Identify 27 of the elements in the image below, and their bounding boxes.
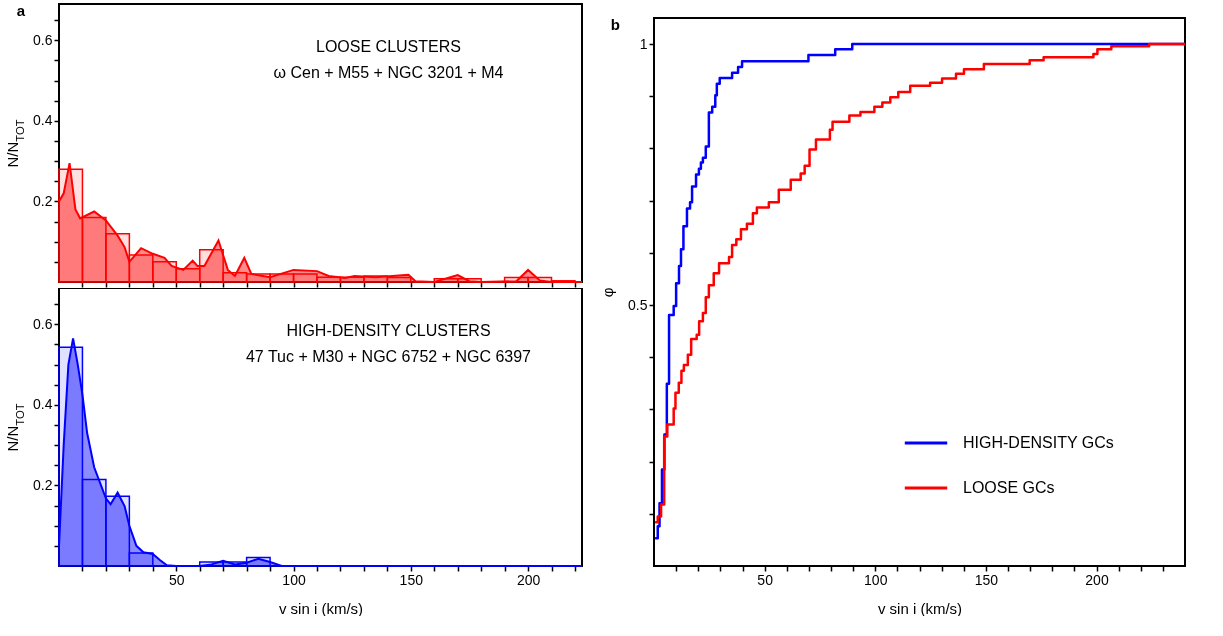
annotation: ω Cen + M55 + NGC 3201 + M4 bbox=[273, 64, 504, 81]
y-tick-label: 0.5 bbox=[628, 296, 648, 313]
annotation: 47 Tuc + M30 + NGC 6752 + NGC 6397 bbox=[245, 348, 532, 365]
y-tick-label: 0.6 bbox=[33, 315, 53, 332]
chart-title: a bbox=[16, 2, 26, 19]
chart-title: b bbox=[610, 16, 620, 33]
x-tick-label: 200 bbox=[1085, 571, 1109, 588]
y-tick-label: 0.6 bbox=[33, 31, 53, 48]
x-tick-label: 200 bbox=[516, 571, 541, 588]
x-tick-label: 100 bbox=[282, 571, 306, 588]
y-tick-label: 0.2 bbox=[33, 476, 53, 493]
annotation: HIGH-DENSITY CLUSTERS bbox=[286, 322, 491, 339]
y-axis-title: φ bbox=[599, 287, 617, 298]
legend-label: LOOSE GCs bbox=[963, 479, 1055, 496]
x-tick-label: 50 bbox=[757, 571, 774, 588]
y-tick-label: 1 bbox=[639, 35, 648, 52]
x-axis-title: v sin i (km/s) bbox=[877, 599, 963, 617]
x-tick-label: 150 bbox=[399, 571, 424, 588]
legend-label: HIGH-DENSITY GCs bbox=[963, 434, 1114, 451]
y-tick-label: 0.2 bbox=[33, 192, 53, 209]
x-tick-label: 150 bbox=[974, 571, 999, 588]
x-tick-label: 50 bbox=[168, 571, 185, 588]
y-tick-label: 0.4 bbox=[33, 396, 53, 413]
x-axis-title: v sin i (km/s) bbox=[278, 599, 364, 617]
x-tick-label: 100 bbox=[864, 571, 888, 588]
y-tick-label: 0.4 bbox=[33, 112, 53, 129]
annotation: LOOSE CLUSTERS bbox=[316, 38, 461, 55]
